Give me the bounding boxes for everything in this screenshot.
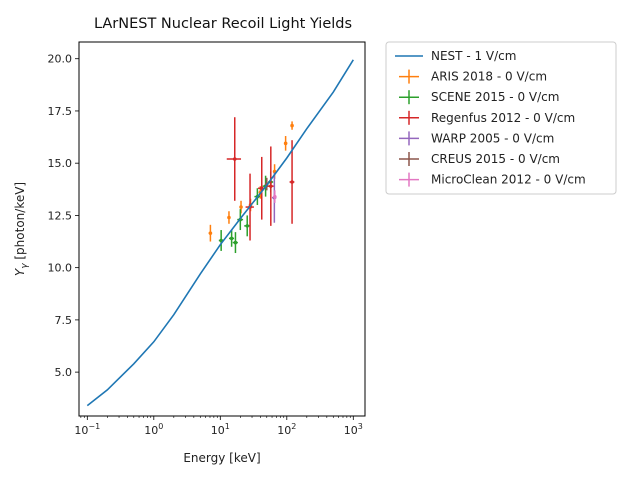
y-tick-label: 20.0 [48,53,73,66]
nest-line [86,59,354,407]
legend-item: SCENE 2015 - 0 V/cm [399,90,559,105]
x-tick-label: 100 [144,422,163,437]
y-axis-label-base: Y [13,267,27,276]
data-point [232,157,237,161]
y-axis-label-sub: γ [20,263,30,269]
series-2 [226,117,295,241]
data-point [208,231,213,235]
x-tick-label: 102 [277,422,296,437]
plot-border [78,41,366,417]
data-point [229,236,234,241]
data-point [272,194,277,199]
y-tick-label: 17.5 [48,105,73,118]
legend-label: WARP 2005 - 0 V/cm [431,131,554,145]
y-axis: 5.0 7.5 10.0 12.5 15.0 17.5 20.0 [48,53,79,379]
legend-label: SCENE 2015 - 0 V/cm [431,90,559,104]
legend-item: CREUS 2015 - 0 V/cm [399,152,560,166]
legend-box [385,41,617,195]
legend-item: ARIS 2018 - 0 V/cm [399,69,547,84]
legend-label: MicroClean 2012 - 0 V/cm [431,173,586,187]
y-axis-label-unit: [photon/keV] [13,182,27,264]
series-5 [272,190,277,203]
x-axis: 10−1 100 101 102 103 [74,416,363,437]
legend-item: MicroClean 2012 - 0 V/cm [399,172,586,187]
legend: NEST - 1 V/cm ARIS 2018 - 0 V/cm SCENE 201… [385,41,617,195]
chart-title: LArNEST Nuclear Recoil Light Yields [94,16,352,32]
legend-item: Regenfus 2012 - 0 V/cm [399,110,575,125]
x-tick-label: 10−1 [74,422,100,437]
x-axis-label: Energy [keV] [183,451,260,465]
legend-label: ARIS 2018 - 0 V/cm [431,70,547,84]
data-point [245,224,250,228]
y-tick-label: 15.0 [48,157,73,170]
legend-label: CREUS 2015 - 0 V/cm [431,152,560,166]
data-point [290,123,294,128]
y-tick-label: 12.5 [48,209,73,222]
legend-item: WARP 2005 - 0 V/cm [399,131,554,146]
plot-area [86,59,354,407]
plot-frame [79,42,365,416]
x-tick-label: 103 [344,422,363,437]
data-point [233,240,238,245]
legend-label: Regenfus 2012 - 0 V/cm [431,111,575,125]
x-tick-label: 101 [211,422,230,437]
legend-label: NEST - 1 V/cm [431,49,516,63]
data-point [227,215,231,220]
legend-item: NEST - 1 V/cm [395,49,516,63]
y-tick-label: 10.0 [48,262,73,275]
y-axis-label: Yγ [photon/keV] [13,182,30,276]
y-tick-label: 7.5 [55,314,73,327]
data-point [290,180,294,184]
data-point [239,205,243,209]
y-tick-label: 5.0 [55,366,73,379]
data-point [269,184,273,188]
data-point [283,141,288,146]
